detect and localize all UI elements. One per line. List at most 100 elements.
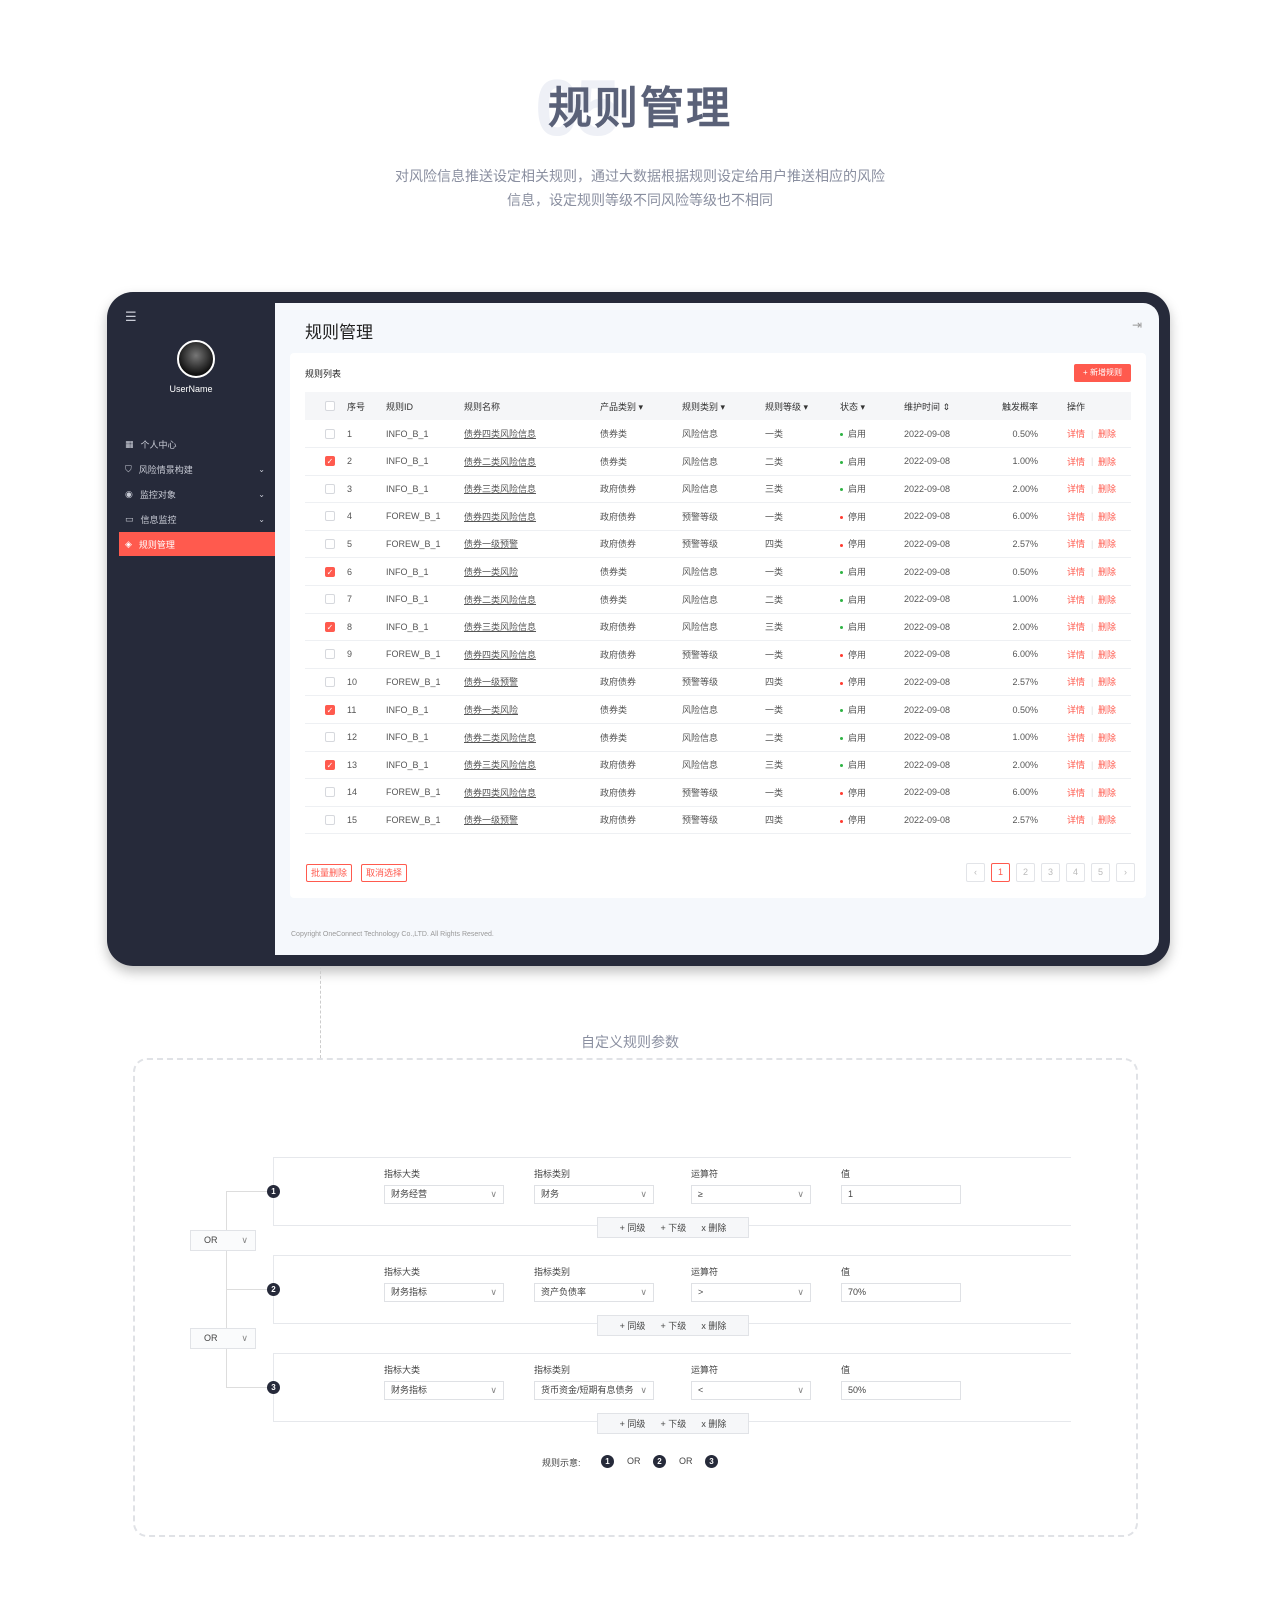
- row-checkbox[interactable]: ✓: [325, 456, 335, 467]
- row-checkbox[interactable]: [325, 538, 335, 549]
- row-checkbox[interactable]: ✓: [325, 621, 335, 632]
- delete-link[interactable]: 删除: [1098, 484, 1117, 495]
- type-select[interactable]: 财务 ∨: [534, 1185, 654, 1204]
- delete-link[interactable]: 删除: [1098, 649, 1117, 660]
- delete-rule-button[interactable]: x 删除: [701, 1419, 727, 1429]
- menu-icon[interactable]: ☰: [125, 309, 137, 324]
- delete-link[interactable]: 删除: [1098, 732, 1117, 743]
- cell-name[interactable]: 债券四类风险信息: [464, 649, 537, 660]
- add-child-button[interactable]: + 下级: [660, 1321, 687, 1331]
- row-checkbox[interactable]: [325, 814, 335, 825]
- operator-select[interactable]: < ∨: [691, 1381, 811, 1400]
- cell-name[interactable]: 债券二类风险信息: [464, 456, 537, 467]
- row-checkbox[interactable]: [325, 676, 335, 687]
- operator-select[interactable]: > ∨: [691, 1283, 811, 1302]
- cell-name[interactable]: 债券四类风险信息: [464, 429, 537, 439]
- prev-page-button[interactable]: ‹: [966, 863, 985, 882]
- delete-link[interactable]: 删除: [1098, 622, 1117, 633]
- row-checkbox[interactable]: ✓: [325, 704, 335, 715]
- add-sibling-button[interactable]: + 同级: [619, 1223, 646, 1233]
- row-checkbox[interactable]: [325, 732, 335, 743]
- row-checkbox[interactable]: [325, 649, 335, 660]
- row-checkbox[interactable]: [325, 428, 335, 439]
- column-header-6[interactable]: 状态 ▾: [840, 401, 866, 412]
- detail-link[interactable]: 详情: [1067, 594, 1086, 605]
- cell-name[interactable]: 债券三类风险信息: [464, 484, 537, 495]
- column-header-7[interactable]: 维护时间 ⇕: [904, 401, 951, 412]
- page-button-2[interactable]: 2: [1016, 863, 1035, 882]
- operator-select[interactable]: ≥ ∨: [691, 1185, 811, 1204]
- detail-link[interactable]: 详情: [1067, 429, 1086, 439]
- category-select[interactable]: 财务经营 ∨: [384, 1185, 504, 1204]
- detail-link[interactable]: 详情: [1067, 815, 1086, 826]
- type-select[interactable]: 货币资金/短期有息债务 ∨: [534, 1381, 654, 1400]
- row-checkbox[interactable]: ✓: [325, 566, 335, 577]
- type-select[interactable]: 资产负债率 ∨: [534, 1283, 654, 1302]
- next-page-button[interactable]: ›: [1116, 863, 1135, 882]
- cell-name[interactable]: 债券一类风险: [464, 567, 519, 577]
- column-header-3[interactable]: 产品类别 ▾: [600, 401, 644, 412]
- cell-name[interactable]: 债券一类风险: [464, 705, 519, 715]
- page-button-3[interactable]: 3: [1041, 863, 1060, 882]
- detail-link[interactable]: 详情: [1067, 760, 1086, 771]
- detail-link[interactable]: 详情: [1067, 539, 1086, 550]
- cell-name[interactable]: 债券一级预警: [464, 539, 519, 550]
- cell-name[interactable]: 债券二类风险信息: [464, 594, 537, 605]
- delete-link[interactable]: 删除: [1098, 594, 1117, 605]
- delete-link[interactable]: 删除: [1098, 787, 1117, 798]
- sidebar-item-2[interactable]: ◉ 监控对象 ⌄: [119, 482, 275, 506]
- detail-link[interactable]: 详情: [1067, 787, 1086, 798]
- add-child-button[interactable]: + 下级: [660, 1419, 687, 1429]
- logic-operator-select[interactable]: OR ∨: [190, 1230, 256, 1251]
- delete-link[interactable]: 删除: [1098, 429, 1117, 439]
- delete-rule-button[interactable]: x 删除: [701, 1321, 727, 1331]
- detail-link[interactable]: 详情: [1067, 649, 1086, 660]
- detail-link[interactable]: 详情: [1067, 732, 1086, 743]
- page-button-5[interactable]: 5: [1091, 863, 1110, 882]
- delete-link[interactable]: 删除: [1098, 539, 1117, 550]
- select-all-checkbox[interactable]: [325, 401, 335, 411]
- add-rule-button[interactable]: + 新增规则: [1074, 364, 1131, 382]
- detail-link[interactable]: 详情: [1067, 622, 1086, 633]
- detail-link[interactable]: 详情: [1067, 456, 1086, 467]
- add-child-button[interactable]: + 下级: [660, 1223, 687, 1233]
- cell-name[interactable]: 债券三类风险信息: [464, 622, 537, 633]
- sidebar-item-4[interactable]: ◈ 规则管理: [119, 532, 275, 556]
- row-checkbox[interactable]: ✓: [325, 759, 335, 770]
- row-checkbox[interactable]: [325, 787, 335, 798]
- detail-link[interactable]: 详情: [1067, 484, 1086, 495]
- value-input[interactable]: 70%: [841, 1283, 961, 1302]
- cell-name[interactable]: 债券一级预警: [464, 677, 519, 688]
- delete-link[interactable]: 删除: [1098, 677, 1117, 688]
- page-button-1[interactable]: 1: [991, 863, 1010, 882]
- delete-link[interactable]: 删除: [1098, 705, 1117, 715]
- detail-link[interactable]: 详情: [1067, 705, 1086, 715]
- batch-delete-button[interactable]: 批量删除: [306, 864, 353, 882]
- column-header-5[interactable]: 规则等级 ▾: [765, 401, 809, 412]
- add-sibling-button[interactable]: + 同级: [619, 1321, 646, 1331]
- row-checkbox[interactable]: [325, 483, 335, 494]
- category-select[interactable]: 财务指标 ∨: [384, 1283, 504, 1302]
- row-checkbox[interactable]: [325, 594, 335, 605]
- row-checkbox[interactable]: [325, 511, 335, 522]
- value-input[interactable]: 1: [841, 1185, 961, 1204]
- column-header-4[interactable]: 规则类别 ▾: [682, 401, 726, 412]
- logout-icon[interactable]: ⇥: [1132, 318, 1143, 332]
- add-sibling-button[interactable]: + 同级: [619, 1419, 646, 1429]
- cell-name[interactable]: 债券四类风险信息: [464, 787, 537, 798]
- detail-link[interactable]: 详情: [1067, 677, 1086, 688]
- sidebar-item-1[interactable]: ⛉ 风险情景构建 ⌄: [119, 457, 275, 481]
- cell-name[interactable]: 债券四类风险信息: [464, 511, 537, 522]
- cell-name[interactable]: 债券三类风险信息: [464, 760, 537, 771]
- cell-name[interactable]: 债券一级预警: [464, 815, 519, 826]
- delete-link[interactable]: 删除: [1098, 815, 1117, 826]
- detail-link[interactable]: 详情: [1067, 511, 1086, 522]
- delete-link[interactable]: 删除: [1098, 456, 1117, 467]
- delete-rule-button[interactable]: x 删除: [701, 1223, 727, 1233]
- avatar[interactable]: [177, 340, 215, 378]
- sidebar-item-0[interactable]: ▦ 个人中心: [119, 432, 275, 456]
- sidebar-item-3[interactable]: ▭ 信息监控 ⌄: [119, 507, 275, 531]
- category-select[interactable]: 财务指标 ∨: [384, 1381, 504, 1400]
- detail-link[interactable]: 详情: [1067, 567, 1086, 577]
- delete-link[interactable]: 删除: [1098, 760, 1117, 771]
